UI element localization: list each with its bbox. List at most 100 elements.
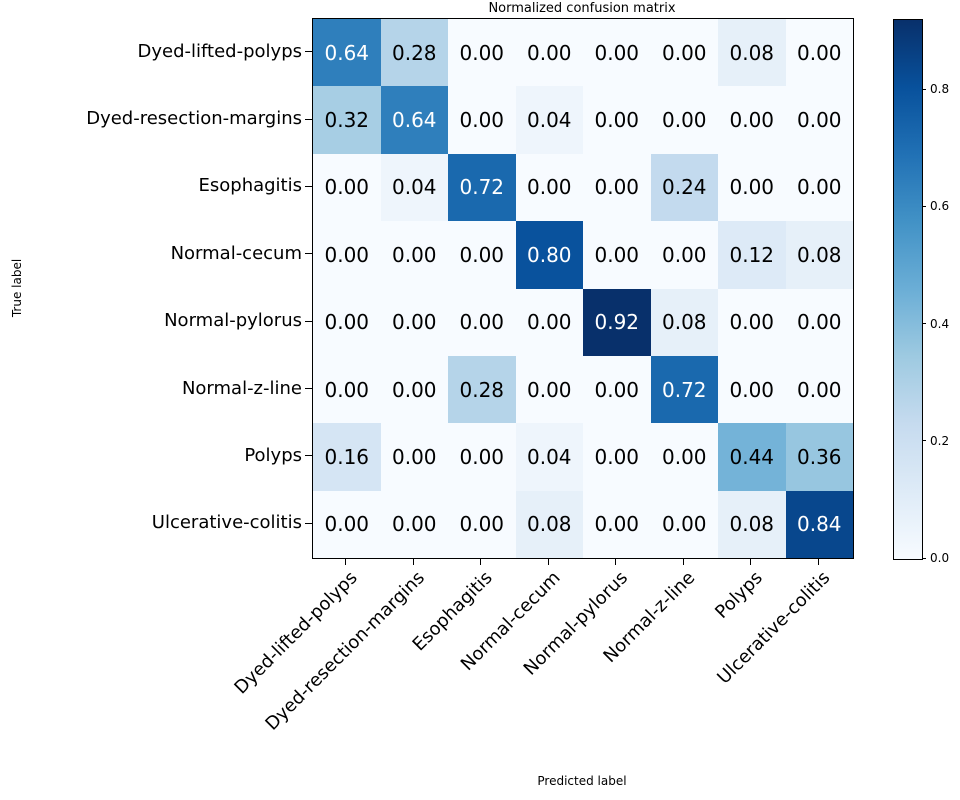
matrix-cell: 0.08 xyxy=(650,288,718,356)
matrix-cell: 0.00 xyxy=(583,86,651,154)
matrix-cell: 0.00 xyxy=(718,153,786,222)
axis-tick-mark xyxy=(305,185,312,187)
matrix-cell: 0.84 xyxy=(785,490,853,558)
matrix-cell: 0.28 xyxy=(448,355,516,424)
x-tick-label: Polyps xyxy=(711,567,767,623)
matrix-cell: 0.72 xyxy=(650,355,718,424)
matrix-cell: 0.80 xyxy=(515,221,583,289)
matrix-cell: 0.00 xyxy=(785,288,853,356)
matrix-cell: 0.00 xyxy=(448,86,516,154)
matrix-cell: 0.00 xyxy=(380,221,448,289)
matrix-cell: 0.04 xyxy=(380,153,448,222)
matrix-cell: 0.00 xyxy=(448,221,516,289)
matrix-cell: 0.00 xyxy=(650,423,718,491)
axis-tick-mark xyxy=(305,522,312,524)
matrix-cell: 0.00 xyxy=(380,288,448,356)
matrix-cell: 0.00 xyxy=(650,19,718,87)
axis-tick-mark xyxy=(345,558,347,565)
matrix-cell: 0.00 xyxy=(380,355,448,424)
matrix-cell: 0.36 xyxy=(785,423,853,491)
matrix-cell: 0.00 xyxy=(650,490,718,558)
axis-tick-mark xyxy=(817,558,819,565)
axis-tick-mark xyxy=(305,388,312,390)
y-axis-title: True label xyxy=(10,258,24,318)
matrix-cell: 0.00 xyxy=(448,490,516,558)
y-tick-label: Normal-cecum xyxy=(170,242,302,264)
matrix-cell: 0.08 xyxy=(718,19,786,87)
matrix-cell: 0.92 xyxy=(583,288,651,356)
heatmap-grid: 0.64 0.28 0.00 0.00 0.00 0.00 0.08 0.00 0.32 0.64… xyxy=(312,18,854,559)
y-tick-label: Dyed-resection-margins xyxy=(86,108,302,130)
matrix-cell: 0.00 xyxy=(650,86,718,154)
axis-tick-mark xyxy=(922,557,926,559)
matrix-cell: 0.00 xyxy=(313,355,381,424)
matrix-cell: 0.00 xyxy=(718,86,786,154)
axis-tick-mark xyxy=(305,51,312,53)
matrix-cell: 0.04 xyxy=(515,423,583,491)
matrix-cell: 0.00 xyxy=(583,490,651,558)
matrix-cell: 0.00 xyxy=(380,490,448,558)
matrix-cell: 0.28 xyxy=(380,19,448,87)
matrix-cell: 0.00 xyxy=(313,490,381,558)
colorbar-tick-label: 0.6 xyxy=(930,199,950,214)
matrix-cell: 0.00 xyxy=(380,423,448,491)
axis-tick-mark xyxy=(922,323,926,325)
matrix-cell: 0.00 xyxy=(313,221,381,289)
matrix-cell: 0.00 xyxy=(583,221,651,289)
colorbar-tick-label: 0.8 xyxy=(930,82,950,97)
matrix-cell: 0.00 xyxy=(583,153,651,222)
matrix-cell: 0.00 xyxy=(515,355,583,424)
chart-title: Normalized confusion matrix xyxy=(488,1,676,16)
x-tick-label: Dyed-lifted-polyps xyxy=(230,567,362,699)
y-tick-label: Normal-pylorus xyxy=(164,310,302,332)
matrix-cell: 0.00 xyxy=(718,355,786,424)
matrix-cell: 0.08 xyxy=(785,221,853,289)
matrix-cell: 0.00 xyxy=(785,86,853,154)
axis-tick-mark xyxy=(922,440,926,442)
matrix-cell: 0.44 xyxy=(718,423,786,491)
axis-tick-mark xyxy=(922,205,926,207)
matrix-cell: 0.72 xyxy=(448,153,516,222)
matrix-cell: 0.00 xyxy=(785,355,853,424)
x-axis-title: Predicted label xyxy=(537,774,627,788)
y-tick-label: Polyps xyxy=(244,444,302,466)
matrix-cell: 0.00 xyxy=(785,19,853,87)
matrix-cell: 0.00 xyxy=(583,355,651,424)
axis-tick-mark xyxy=(305,320,312,322)
matrix-cell: 0.00 xyxy=(448,288,516,356)
colorbar-tick-label: 0.0 xyxy=(930,551,950,565)
matrix-cell: 0.16 xyxy=(313,423,381,491)
matrix-cell: 0.12 xyxy=(718,221,786,289)
matrix-cell: 0.08 xyxy=(515,490,583,558)
matrix-cell: 0.00 xyxy=(313,153,381,222)
matrix-cell: 0.00 xyxy=(583,423,651,491)
axis-tick-mark xyxy=(305,455,312,457)
axis-tick-mark xyxy=(305,118,312,120)
matrix-cell: 0.00 xyxy=(515,19,583,87)
matrix-cell: 0.00 xyxy=(583,19,651,87)
axis-tick-mark xyxy=(682,558,684,565)
matrix-cell: 0.00 xyxy=(313,288,381,356)
y-tick-label: Normal-z-line xyxy=(181,377,302,399)
matrix-cell: 0.00 xyxy=(448,19,516,87)
matrix-cell: 0.04 xyxy=(515,86,583,154)
colorbar-tick-label: 0.2 xyxy=(930,433,950,448)
axis-tick-mark xyxy=(750,558,752,565)
matrix-cell: 0.00 xyxy=(785,153,853,222)
y-tick-label: Ulcerative-colitis xyxy=(151,512,302,534)
axis-tick-mark xyxy=(412,558,414,565)
y-tick-label: Esophagitis xyxy=(198,175,303,197)
matrix-cell: 0.24 xyxy=(650,153,718,222)
colorbar xyxy=(893,19,923,560)
matrix-cell: 0.00 xyxy=(448,423,516,491)
axis-tick-mark xyxy=(480,558,482,565)
matrix-cell: 0.32 xyxy=(313,86,381,154)
matrix-cell: 0.08 xyxy=(718,490,786,558)
axis-tick-mark xyxy=(615,558,617,565)
y-tick-label: Dyed-lifted-polyps xyxy=(137,40,302,62)
matrix-cell: 0.64 xyxy=(380,86,448,154)
axis-tick-mark xyxy=(305,253,312,255)
matrix-cell: 0.00 xyxy=(515,288,583,356)
axis-tick-mark xyxy=(547,558,549,565)
